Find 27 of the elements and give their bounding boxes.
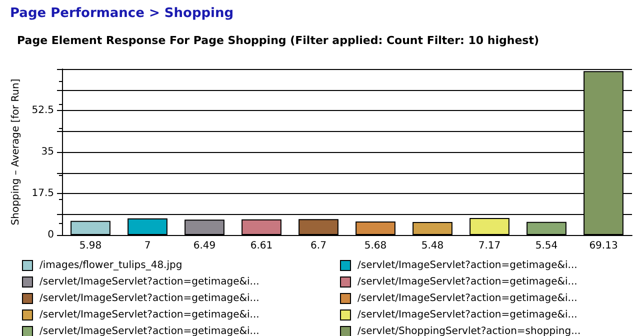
legend-label: /servlet/ImageServlet?action=getimage&i... — [40, 276, 260, 288]
data-label: 5.54 — [535, 240, 558, 252]
legend-label: /servlet/ImageServlet?action=getimage&i... — [40, 310, 260, 320]
legend-label: /servlet/ImageServlet?action=getimage&i... — [358, 260, 578, 271]
chart-title: Page Performance > Shopping — [10, 6, 234, 21]
legend-label: /servlet/ShoppingServlet?action=shopping... — [358, 326, 581, 336]
legend-label: /servlet/ImageServlet?action=getimage&i... — [358, 310, 578, 320]
data-label: 7.17 — [478, 240, 501, 252]
y-axis-title: Shopping – Average [for Run] — [10, 78, 22, 226]
data-label: 6.7 — [310, 240, 326, 252]
y-tick-label: 52.5 — [32, 105, 54, 116]
data-label: 7 — [144, 240, 151, 252]
legend-label: /servlet/ImageServlet?action=getimage&i... — [358, 293, 578, 304]
y-tick-label: 35 — [41, 146, 54, 158]
y-tick-label: 0 — [48, 230, 54, 240]
data-label: 6.49 — [193, 240, 216, 252]
data-label: 6.61 — [250, 240, 273, 252]
data-label: 5.48 — [421, 240, 444, 252]
data-label: 5.98 — [79, 240, 102, 252]
data-label: 69.13 — [589, 240, 618, 252]
data-label: 5.68 — [364, 240, 387, 252]
legend-label: /servlet/ImageServlet?action=getimage&i... — [40, 326, 260, 336]
chart-subtitle: Page Element Response For Page Shopping (Filter applied: Count Filter: 10 highest) — [17, 34, 539, 47]
legend-label: /images/flower_tulips_48.jpg — [40, 260, 182, 271]
y-tick-label: 17.5 — [32, 188, 54, 199]
legend-label: /servlet/ImageServlet?action=getimage&i... — [358, 276, 578, 288]
legend-label: /servlet/ImageServlet?action=getimage&i... — [40, 293, 260, 304]
